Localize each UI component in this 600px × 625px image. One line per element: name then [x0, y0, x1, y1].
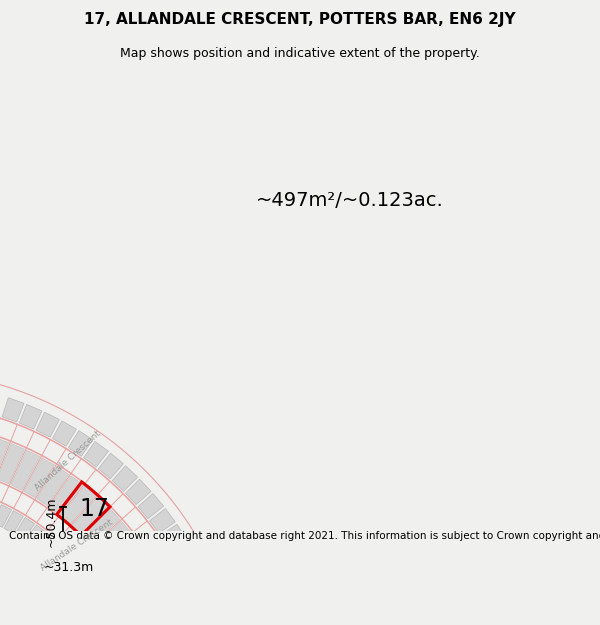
Text: Contains OS data © Crown copyright and database right 2021. This information is : Contains OS data © Crown copyright and d… — [9, 531, 600, 541]
Polygon shape — [24, 458, 55, 498]
Polygon shape — [14, 518, 35, 540]
Polygon shape — [68, 431, 93, 456]
Text: ~50.4m: ~50.4m — [45, 496, 58, 546]
Polygon shape — [111, 548, 150, 580]
Polygon shape — [160, 524, 186, 549]
Polygon shape — [83, 441, 109, 467]
Polygon shape — [35, 533, 56, 556]
Polygon shape — [36, 412, 59, 437]
Polygon shape — [93, 521, 131, 556]
Polygon shape — [4, 511, 23, 534]
Polygon shape — [69, 571, 92, 592]
Polygon shape — [37, 466, 69, 506]
Polygon shape — [76, 582, 99, 602]
Polygon shape — [112, 466, 137, 491]
Polygon shape — [44, 542, 66, 564]
Polygon shape — [125, 479, 151, 504]
Polygon shape — [102, 534, 141, 568]
Polygon shape — [0, 444, 25, 484]
Polygon shape — [0, 438, 9, 478]
Text: Map shows position and indicative extent of the property.: Map shows position and indicative extent… — [120, 47, 480, 60]
Polygon shape — [98, 453, 124, 479]
Text: ~31.3m: ~31.3m — [44, 561, 94, 574]
Polygon shape — [11, 450, 40, 490]
Text: ~497m²/~0.123ac.: ~497m²/~0.123ac. — [256, 191, 444, 211]
Text: 17, ALLANDALE CRESCENT, POTTERS BAR, EN6 2JY: 17, ALLANDALE CRESCENT, POTTERS BAR, EN6… — [84, 12, 516, 27]
Polygon shape — [61, 561, 83, 582]
Polygon shape — [119, 562, 158, 593]
Polygon shape — [170, 541, 196, 564]
Polygon shape — [0, 504, 12, 528]
Polygon shape — [25, 525, 46, 548]
Polygon shape — [138, 494, 164, 519]
Polygon shape — [49, 476, 83, 514]
Polygon shape — [53, 551, 75, 572]
Text: 17: 17 — [80, 498, 110, 521]
Text: Allandale Crescent: Allandale Crescent — [33, 429, 103, 493]
Polygon shape — [2, 398, 24, 422]
Polygon shape — [149, 509, 175, 533]
Polygon shape — [72, 497, 108, 534]
Polygon shape — [83, 593, 106, 613]
Polygon shape — [61, 486, 95, 524]
Polygon shape — [19, 404, 42, 429]
Polygon shape — [83, 509, 120, 544]
Text: Allandale Crescent: Allandale Crescent — [39, 518, 115, 572]
Polygon shape — [52, 421, 76, 446]
